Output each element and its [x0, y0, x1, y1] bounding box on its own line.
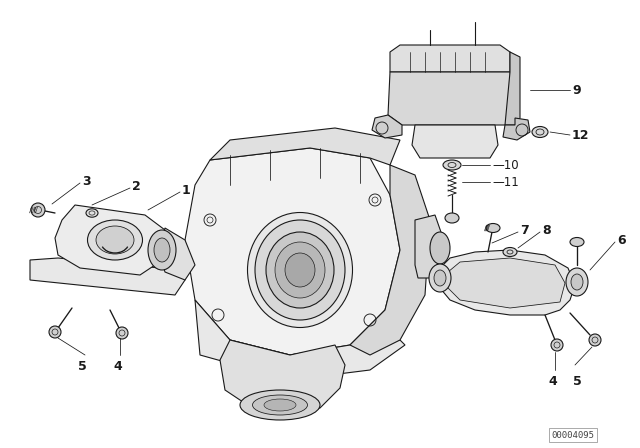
Polygon shape — [388, 72, 515, 125]
Ellipse shape — [253, 395, 307, 415]
Ellipse shape — [88, 220, 143, 260]
Text: 5: 5 — [573, 375, 581, 388]
Text: 7: 7 — [520, 224, 529, 237]
Polygon shape — [412, 125, 498, 158]
Polygon shape — [390, 45, 510, 72]
Text: 4: 4 — [548, 375, 557, 388]
Ellipse shape — [255, 220, 345, 320]
Ellipse shape — [434, 270, 446, 286]
Text: 9: 9 — [572, 83, 580, 96]
Ellipse shape — [248, 212, 353, 327]
Text: 1: 1 — [182, 184, 191, 197]
Ellipse shape — [532, 126, 548, 138]
Text: 6: 6 — [617, 233, 626, 246]
Ellipse shape — [31, 203, 45, 217]
Text: 12: 12 — [572, 129, 589, 142]
Ellipse shape — [570, 237, 584, 246]
Ellipse shape — [264, 399, 296, 411]
Ellipse shape — [154, 238, 170, 262]
Text: 4: 4 — [114, 360, 122, 373]
Ellipse shape — [443, 160, 461, 170]
Ellipse shape — [589, 334, 601, 346]
Text: 00004095: 00004095 — [552, 431, 595, 439]
Text: 3: 3 — [82, 175, 91, 188]
Polygon shape — [448, 258, 565, 308]
Polygon shape — [185, 148, 400, 355]
Polygon shape — [195, 300, 405, 380]
Ellipse shape — [571, 274, 583, 290]
Ellipse shape — [275, 242, 325, 298]
Polygon shape — [440, 250, 575, 315]
Polygon shape — [350, 165, 430, 355]
Ellipse shape — [566, 268, 588, 296]
Ellipse shape — [285, 253, 315, 287]
Ellipse shape — [96, 226, 134, 254]
Ellipse shape — [430, 232, 450, 264]
Ellipse shape — [240, 390, 320, 420]
Ellipse shape — [503, 247, 517, 257]
Polygon shape — [505, 52, 520, 125]
Text: —10: —10 — [492, 159, 518, 172]
Polygon shape — [210, 128, 400, 165]
Text: 8: 8 — [542, 224, 550, 237]
Ellipse shape — [429, 264, 451, 292]
Polygon shape — [55, 205, 165, 275]
Ellipse shape — [551, 339, 563, 351]
Ellipse shape — [445, 213, 459, 223]
Ellipse shape — [486, 224, 500, 233]
Polygon shape — [503, 118, 530, 140]
Polygon shape — [372, 115, 402, 138]
Ellipse shape — [148, 230, 176, 270]
Text: 5: 5 — [77, 360, 86, 373]
Ellipse shape — [49, 326, 61, 338]
Text: 2: 2 — [132, 180, 141, 193]
Polygon shape — [158, 228, 195, 280]
Text: —11: —11 — [492, 176, 519, 189]
Polygon shape — [220, 340, 345, 415]
Polygon shape — [30, 258, 185, 295]
Ellipse shape — [86, 209, 98, 217]
Polygon shape — [415, 215, 442, 278]
Ellipse shape — [116, 327, 128, 339]
Ellipse shape — [266, 232, 334, 308]
